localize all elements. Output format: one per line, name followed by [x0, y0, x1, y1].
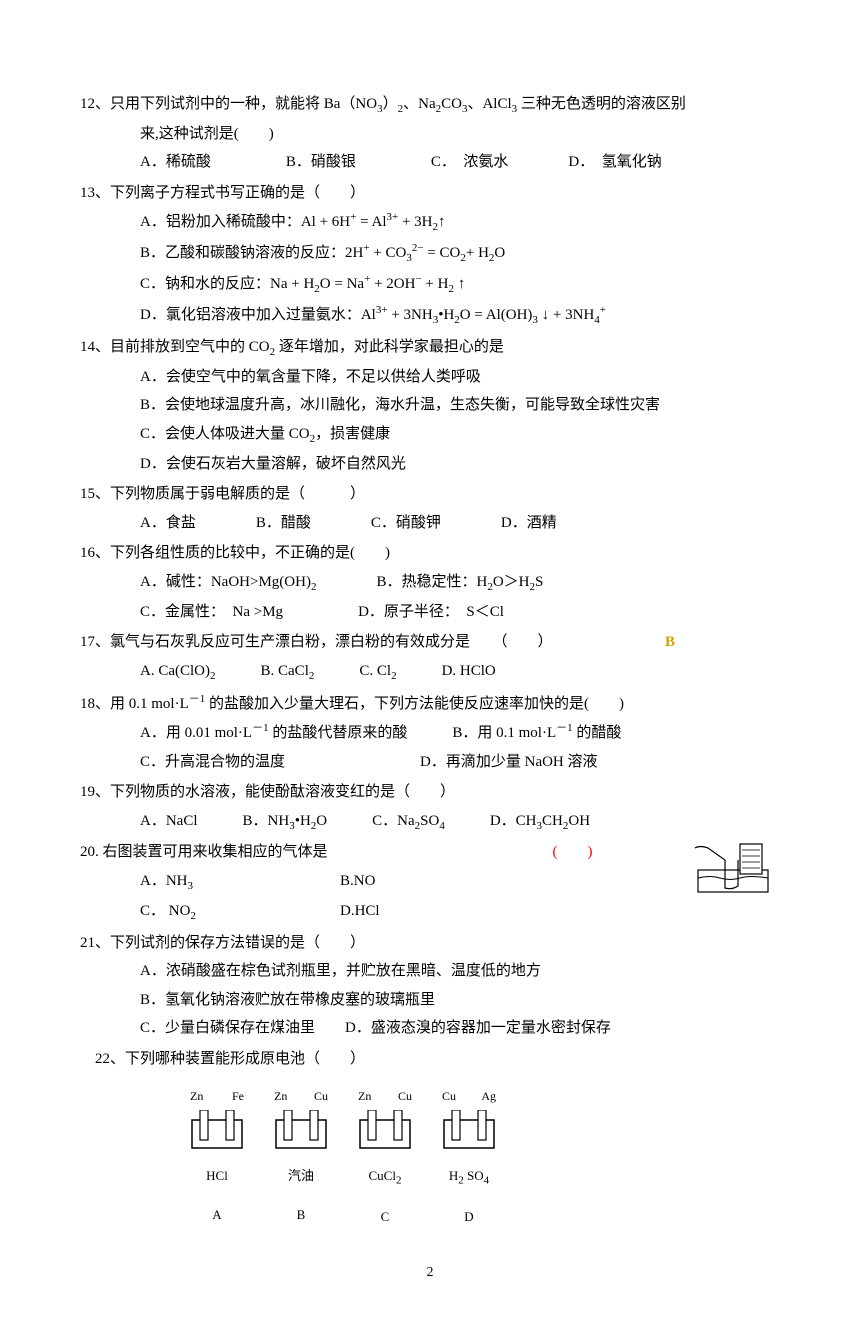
q15-optA: A．食盐 [140, 515, 196, 531]
q12-optB: B．硝酸银 [286, 154, 356, 170]
q20-optC: C． NO2 [140, 897, 340, 927]
q17-stem: 17、氯气与石灰乳反应可生产漂白粉，漂白粉的有效成分是 （ ） B [80, 628, 780, 657]
q17-badge: B [665, 634, 675, 650]
q16-optB: B．热稳定性：H2O＞H2S [376, 574, 543, 590]
q14-optA: A．会使空气中的氧含量下降，不足以供给人类呼吸 [80, 363, 780, 392]
question-17: 17、氯气与石灰乳反应可生产漂白粉，漂白粉的有效成分是 （ ） B A. Ca(… [80, 628, 780, 686]
q13-optD: D．氯化铝溶液中加入过量氨水：Al3+ + 3NH3•H2O = Al(OH)3… [80, 300, 780, 331]
q15-stem: 15、下列物质属于弱电解质的是（ ） [80, 480, 780, 509]
question-13: 13、下列离子方程式书写正确的是（ ） A．铝粉加入稀硫酸中：Al + 6H+ … [80, 179, 780, 331]
q13-optB: B．乙酸和碳酸钠溶液的反应：2H+ + CO32− = CO2+ H2O [80, 238, 780, 269]
cell-svg-A [190, 1110, 244, 1150]
question-19: 19、下列物质的水溶液，能使酚酞溶液变红的是（ ） A．NaCl B．NH3•H… [80, 778, 780, 836]
question-14: 14、目前排放到空气中的 CO2 逐年增加，对此科学家最担心的是 A．会使空气中… [80, 333, 780, 478]
gas-collection-diagram [690, 840, 780, 906]
question-18: 18、用 0.1 mol·L－1 的盐酸加入少量大理石，下列方法能使反应速率加快… [80, 689, 780, 777]
q22-cells: ZnFe HCl A ZnCu 汽油 B ZnCu CuCl2 C CuAg H… [80, 1085, 780, 1230]
q16-stem: 16、下列各组性质的比较中，不正确的是( ) [80, 539, 780, 568]
cell-D: CuAg H2 SO4 D [442, 1085, 496, 1230]
q21-stem: 21、下列试剂的保存方法错误的是（ ） [80, 929, 780, 958]
question-21: 21、下列试剂的保存方法错误的是（ ） A．浓硝酸盛在棕色试剂瓶里，并贮放在黑暗… [80, 929, 780, 1043]
q16-options2: C．金属性： Na >Mg D．原子半径： S＜Cl [80, 598, 780, 627]
q20-optB: B.NO [340, 867, 375, 897]
q17-options: A. Ca(ClO)2 B. CaCl2 C. Cl2 D. HClO [80, 657, 780, 687]
q12-options: A．稀硫酸 B．硝酸银 C． 浓氨水 D． 氢氧化钠 [80, 148, 780, 177]
q20-row2: C． NO2D.HCl [140, 897, 680, 927]
q12-optC: C． 浓氨水 [431, 154, 509, 170]
q13-optA: A．铝粉加入稀硫酸中：Al + 6H+ = Al3+ + 3H2↑ [80, 207, 780, 238]
q18-stem: 18、用 0.1 mol·L－1 的盐酸加入少量大理石，下列方法能使反应速率加快… [80, 689, 780, 719]
q15-optC: C．硝酸钾 [371, 515, 441, 531]
cell-A: ZnFe HCl A [190, 1085, 244, 1230]
q13-stem: 13、下列离子方程式书写正确的是（ ） [80, 179, 780, 208]
q19-options: A．NaCl B．NH3•H2O C．Na2SO4 D．CH3CH2OH [80, 807, 780, 837]
q15-optD: D．酒精 [501, 515, 557, 531]
question-20: 20. 右图装置可用来收集相应的气体是 ( ) A．NH3B.NO C． NO2… [80, 838, 780, 926]
q14-optB: B．会使地球温度升高，冰川融化，海水升温，生态失衡，可能导致全球性灾害 [80, 391, 780, 420]
q18-optC: C．升高混合物的温度 [140, 754, 285, 770]
q17-optC: C. Cl2 [359, 663, 396, 679]
cell-svg-D [442, 1110, 496, 1150]
q20-row1: A．NH3B.NO [140, 867, 680, 897]
q12-optA: A．稀硫酸 [140, 154, 211, 170]
page-number: 2 [80, 1260, 780, 1287]
q20-optD: D.HCl [340, 897, 380, 927]
q12-text: 12、只用下列试剂中的一种，就能将 Ba（NO [80, 96, 377, 112]
q17-optB: B. CaCl2 [261, 663, 315, 679]
question-16: 16、下列各组性质的比较中，不正确的是( ) A．碱性：NaOH>Mg(OH)2… [80, 539, 780, 626]
cell-B: ZnCu 汽油 B [274, 1085, 328, 1230]
q17-optD: D. HClO [442, 663, 496, 679]
q14-optC: C．会使人体吸进大量 CO2，损害健康 [80, 420, 780, 450]
q18-optD: D．再滴加少量 NaOH 溶液 [420, 754, 598, 770]
q16-optD: D．原子半径： S＜Cl [358, 604, 504, 620]
q16-optC: C．金属性： Na >Mg [140, 604, 283, 620]
q18-options2: C．升高混合物的温度 D．再滴加少量 NaOH 溶液 [80, 748, 780, 777]
q20-stem: 20. 右图装置可用来收集相应的气体是 ( ) [80, 838, 680, 867]
q18-optA: A．用 0.01 mol·L－1 的盐酸代替原来的酸 [140, 725, 407, 741]
question-15: 15、下列物质属于弱电解质的是（ ） A．食盐 B．醋酸 C．硝酸钾 D．酒精 [80, 480, 780, 537]
cell-svg-B [274, 1110, 328, 1150]
q14-stem: 14、目前排放到空气中的 CO2 逐年增加，对此科学家最担心的是 [80, 333, 780, 363]
cell-C: ZnCu CuCl2 C [358, 1085, 412, 1230]
q20-paren: ( ) [553, 844, 593, 860]
q12-stem2: 来,这种试剂是( ) [80, 120, 780, 149]
q17-optA: A. Ca(ClO)2 [140, 663, 216, 679]
q12-stem: 12、只用下列试剂中的一种，就能将 Ba（NO3）2、Na2CO3、AlCl3 … [80, 90, 780, 120]
q20-optA: A．NH3 [140, 867, 340, 897]
q21-optA: A．浓硝酸盛在棕色试剂瓶里，并贮放在黑暗、温度低的地方 [80, 957, 780, 986]
q18-options1: A．用 0.01 mol·L－1 的盐酸代替原来的酸 B．用 0.1 mol·L… [80, 718, 780, 748]
q21-optCD: C．少量白磷保存在煤油里 D．盛液态溴的容器加一定量水密封保存 [80, 1014, 780, 1043]
q21-optB: B．氢氧化钠溶液贮放在带橡皮塞的玻璃瓶里 [80, 986, 780, 1015]
question-12: 12、只用下列试剂中的一种，就能将 Ba（NO3）2、Na2CO3、AlCl3 … [80, 90, 780, 177]
q19-optD: D．CH3CH2OH [490, 813, 590, 829]
cell-svg-C [358, 1110, 412, 1150]
q22-stem: 22、下列哪种装置能形成原电池（ ） [80, 1045, 780, 1074]
q15-optB: B．醋酸 [256, 515, 311, 531]
q13-optC: C．钠和水的反应：Na + H2O = Na+ + 2OH− + H2 ↑ [80, 269, 780, 300]
q19-stem: 19、下列物质的水溶液，能使酚酞溶液变红的是（ ） [80, 778, 780, 807]
q16-optA: A．碱性：NaOH>Mg(OH)2 [140, 574, 316, 590]
q16-options1: A．碱性：NaOH>Mg(OH)2 B．热稳定性：H2O＞H2S [80, 568, 780, 598]
q18-optB: B．用 0.1 mol·L－1 的醋酸 [452, 725, 621, 741]
q15-options: A．食盐 B．醋酸 C．硝酸钾 D．酒精 [80, 509, 780, 538]
q19-optC: C．Na2SO4 [372, 813, 445, 829]
q14-optD: D．会使石灰岩大量溶解，破坏自然风光 [80, 450, 780, 479]
q19-optB: B．NH3•H2O [243, 813, 328, 829]
q12-optD: D． 氢氧化钠 [568, 154, 661, 170]
question-22: 22、下列哪种装置能形成原电池（ ） ZnFe HCl A ZnCu 汽油 B … [80, 1045, 780, 1230]
q19-optA: A．NaCl [140, 813, 198, 829]
